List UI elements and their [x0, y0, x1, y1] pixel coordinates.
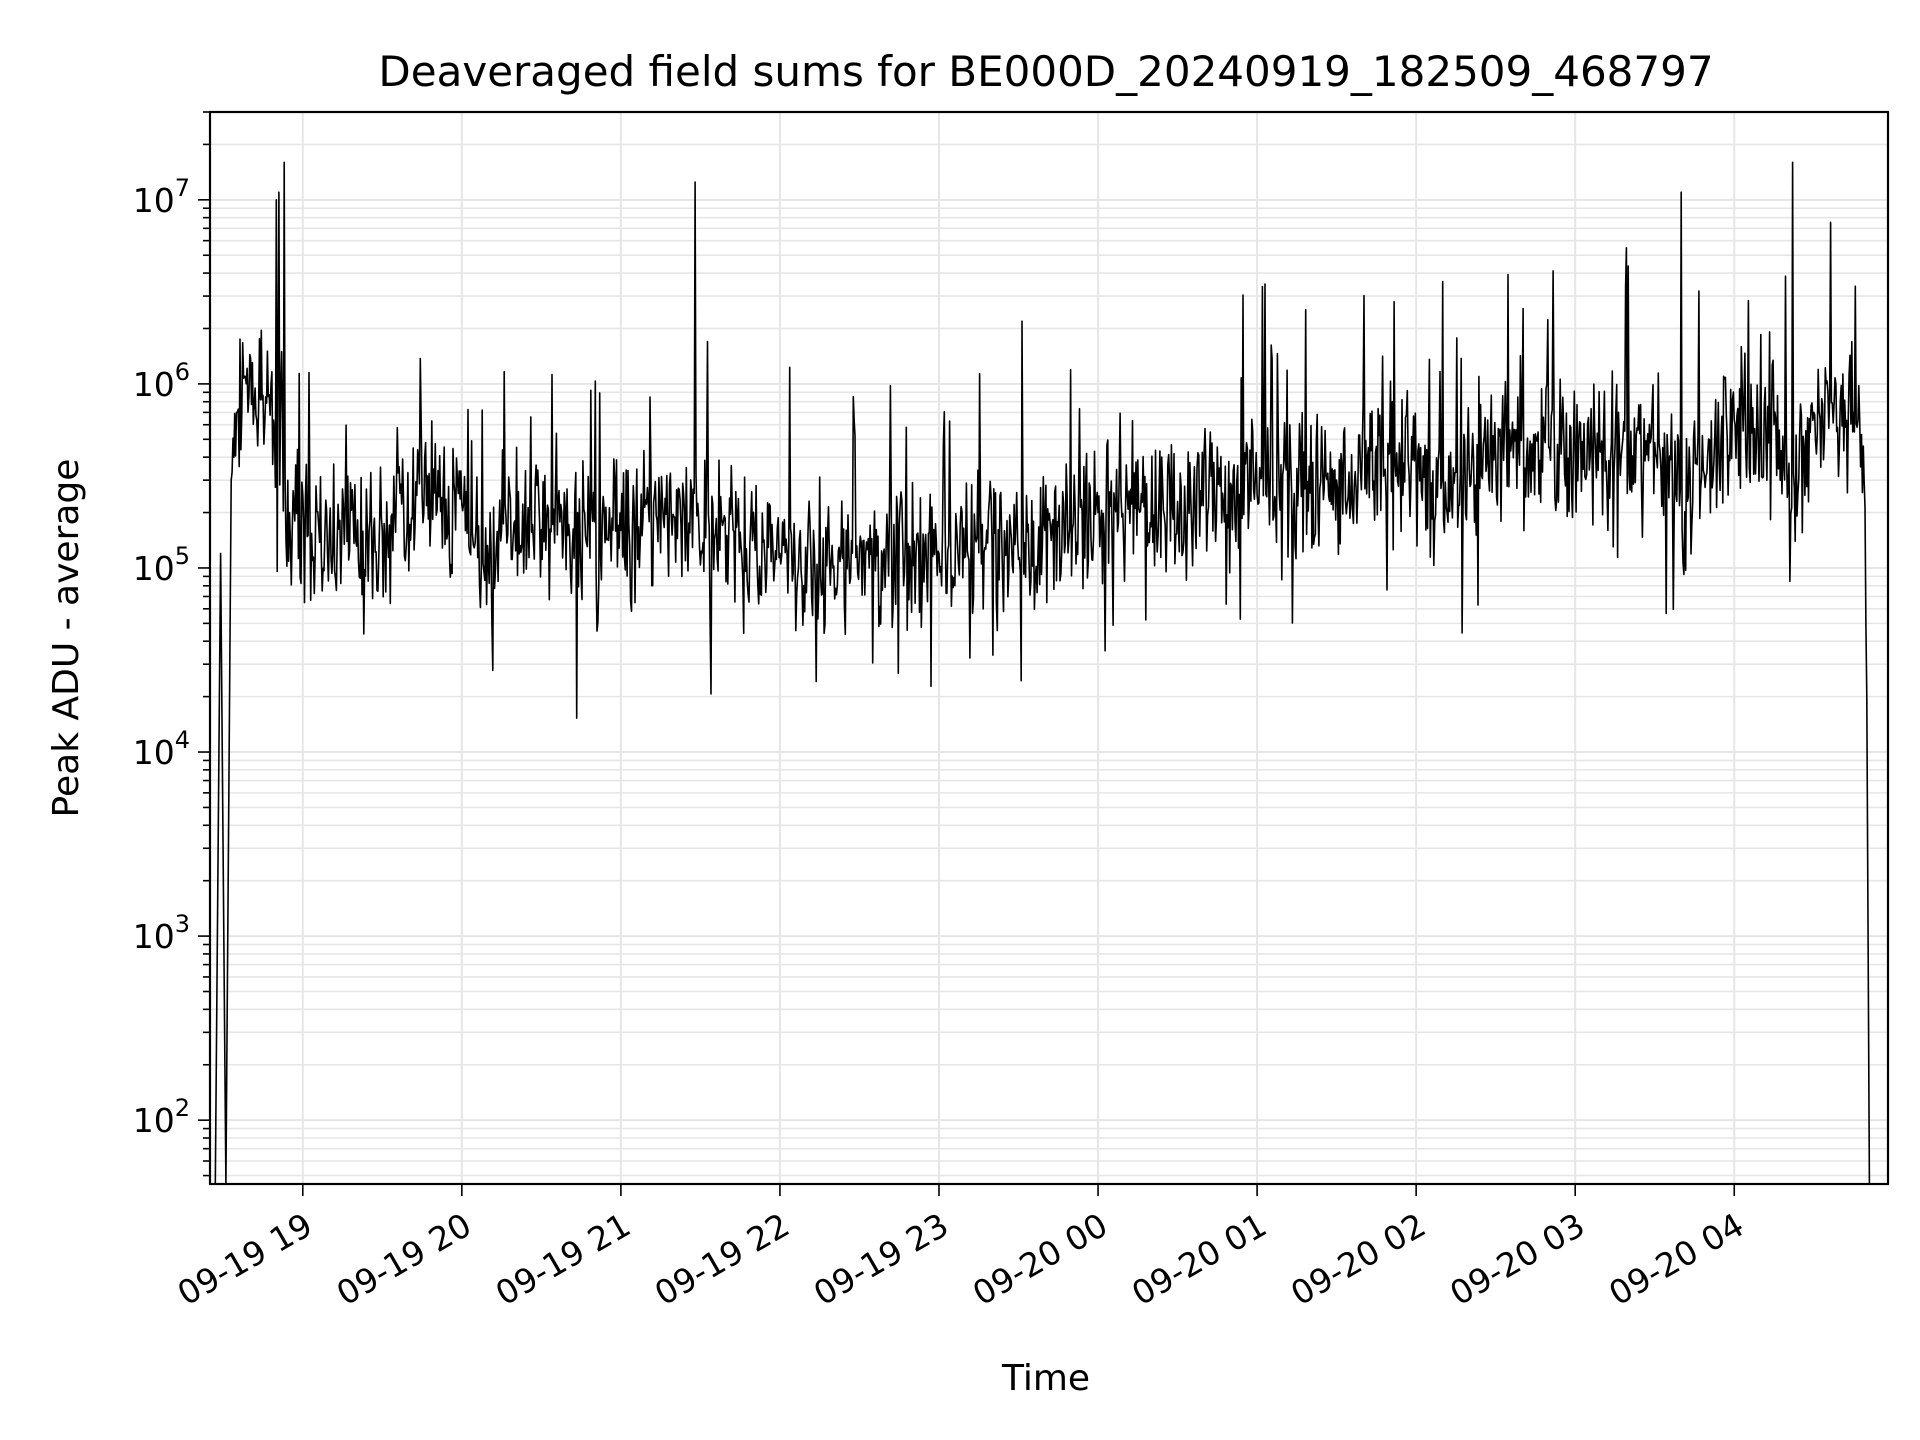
y-axis-label: Peak ADU - average — [46, 459, 87, 818]
y-tick-label: 103 — [133, 910, 190, 956]
y-tick-label: 106 — [133, 358, 190, 404]
y-tick-label: 105 — [133, 542, 190, 588]
series-line — [214, 161, 1871, 1185]
y-tick-label: 104 — [133, 726, 190, 772]
plot-frame — [208, 110, 1890, 1186]
y-tick-label: 102 — [133, 1094, 190, 1140]
plot-area — [214, 161, 1871, 1185]
y-tick-label: 107 — [133, 174, 190, 220]
y-axis-ticks: 102 103 104 105 106 107 — [133, 111, 210, 1177]
x-axis-label: Time — [1001, 1358, 1090, 1399]
chart-title: Deaveraged field sums for BE000D_2024091… — [378, 47, 1713, 96]
